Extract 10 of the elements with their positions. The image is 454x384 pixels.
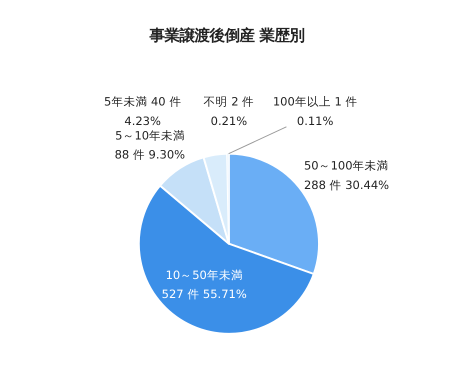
slice-label: 100年以上 1 件 0.11% (272, 94, 358, 128)
slice-label: 5年未満 40 件 4.23% (104, 94, 182, 128)
data-label: 288 件 30.44% (304, 178, 390, 192)
slice-label: 10～50年未満 (166, 268, 243, 282)
chart-title: 事業譲渡後倒産 業歴別 (148, 26, 305, 45)
slice-label: 5～10年未満 (115, 128, 186, 142)
data-label: 88 件 9.30% (114, 148, 186, 162)
data-label: 527 件 55.71% (162, 287, 247, 302)
slice-label: 不明 2 件 0.21% (204, 94, 254, 128)
slice-label: 50～100年未満 (304, 158, 389, 173)
